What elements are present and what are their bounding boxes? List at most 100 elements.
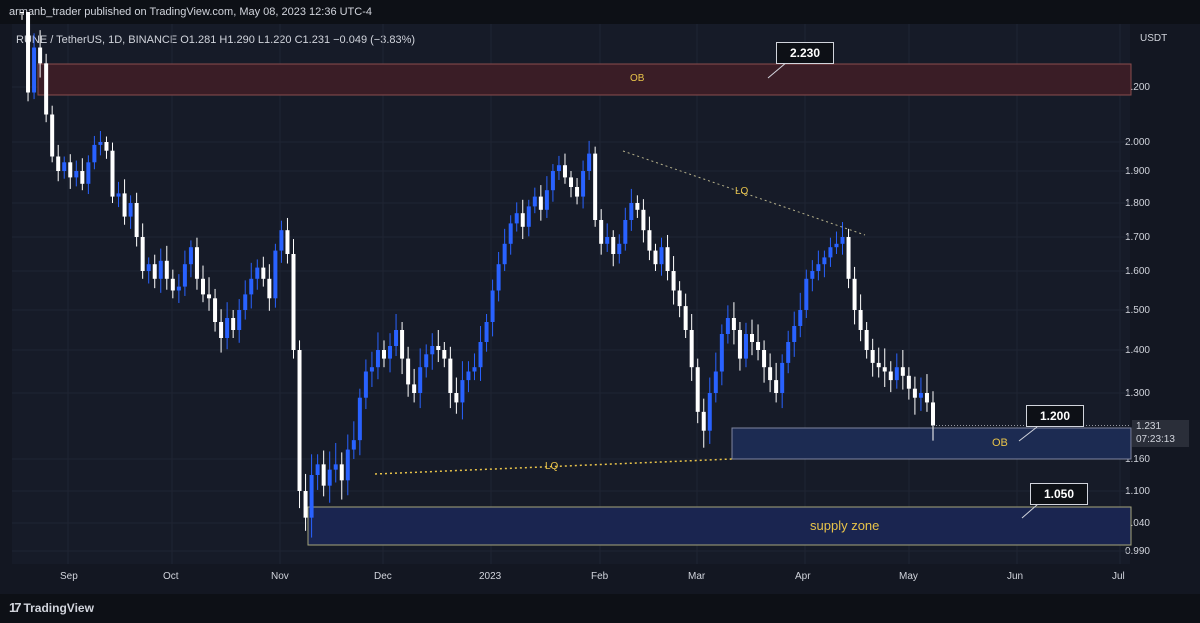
tradingview-icon: 17 xyxy=(9,600,22,615)
x-tick-label: Jul xyxy=(1112,571,1125,582)
candle-body xyxy=(231,318,236,330)
supply-zone xyxy=(307,506,1132,546)
tradingview-logo[interactable]: 17 TradingView xyxy=(9,600,94,615)
candle-body xyxy=(68,162,73,178)
callout-pointer xyxy=(767,61,788,79)
candle-body xyxy=(472,367,477,372)
x-tick-label: Jun xyxy=(1007,571,1024,582)
candle-body xyxy=(351,440,356,450)
callout-2230: 2.230 xyxy=(776,42,834,64)
chart-area[interactable] xyxy=(12,24,1130,564)
candle-body xyxy=(80,171,85,184)
candle-body xyxy=(170,278,175,291)
y-tick-label: 1.300 xyxy=(1124,388,1150,399)
candle-body xyxy=(454,393,459,403)
candle-body xyxy=(701,411,706,431)
candle-body xyxy=(86,162,91,184)
candle-body xyxy=(665,247,670,271)
candle-body xyxy=(490,290,495,322)
candle-body xyxy=(918,393,923,398)
y-tick-label: 1.160 xyxy=(1124,454,1150,465)
candle-body xyxy=(484,322,489,342)
candle-body xyxy=(671,271,676,291)
candle-body xyxy=(798,310,803,326)
candle-body xyxy=(502,243,507,265)
candle-body xyxy=(617,243,622,254)
candle-body xyxy=(882,367,887,372)
x-tick-label: Dec xyxy=(374,571,392,582)
candle-body xyxy=(737,330,742,359)
current-price-value: 1.231 xyxy=(1136,421,1162,432)
y-tick-label: 2.000 xyxy=(1124,137,1150,148)
candle-series xyxy=(20,12,1131,538)
ob-zone-bottom xyxy=(731,427,1132,460)
lq-label-top: LQ xyxy=(735,186,749,197)
candle-body xyxy=(213,298,218,322)
callout-1200: 1.200 xyxy=(1026,405,1084,427)
candle-body xyxy=(822,257,827,265)
y-tick-label: 1.100 xyxy=(1124,486,1150,497)
candle-body xyxy=(50,114,55,157)
lq-label-bottom: LQ xyxy=(545,461,559,472)
footer-bar xyxy=(0,594,1200,623)
candle-body xyxy=(496,264,501,291)
y-tick-label: 1.500 xyxy=(1124,305,1150,316)
candle-body xyxy=(858,310,863,330)
publish-info: armanb_trader published on TradingView.c… xyxy=(9,6,373,18)
candle-body xyxy=(400,330,405,359)
candle-body xyxy=(442,350,447,359)
candle-body xyxy=(478,342,483,368)
candle-body xyxy=(774,380,779,393)
candle-body xyxy=(629,203,634,220)
candle-body xyxy=(255,267,260,279)
candle-body xyxy=(792,326,797,342)
candle-body xyxy=(74,171,79,178)
candle-body xyxy=(448,358,453,393)
candle-body xyxy=(369,367,374,372)
candle-body xyxy=(816,264,821,271)
candle-body xyxy=(924,393,929,403)
candle-body xyxy=(363,371,368,398)
candle-body xyxy=(641,209,646,231)
candle-body xyxy=(931,402,935,426)
candle-body xyxy=(375,350,380,368)
candle-body xyxy=(327,469,332,486)
candle-body xyxy=(852,278,857,310)
y-tick-label: 1.700 xyxy=(1124,232,1150,243)
candle-body xyxy=(388,346,393,359)
candle-body xyxy=(599,220,604,244)
publish-header: armanb_trader published on TradingView.c… xyxy=(0,0,1200,24)
candle-body xyxy=(273,250,278,299)
candle-body xyxy=(810,271,815,279)
candle-body xyxy=(538,196,543,210)
candle-body xyxy=(653,250,658,265)
callout-1050: 1.050 xyxy=(1030,483,1088,505)
candle-body xyxy=(122,193,127,217)
candle-body xyxy=(750,334,755,342)
candle-body xyxy=(623,220,628,244)
candle-body xyxy=(436,346,441,350)
candle-body xyxy=(267,278,272,299)
callout-pointer xyxy=(1018,426,1038,442)
candle-body xyxy=(285,230,290,254)
candle-body xyxy=(38,47,43,64)
candle-body xyxy=(912,388,917,398)
candle-body xyxy=(520,213,525,227)
candle-body xyxy=(828,247,833,258)
candle-body xyxy=(194,247,199,279)
candle-body xyxy=(188,247,193,265)
candle-body xyxy=(291,254,296,350)
candle-body xyxy=(315,464,320,475)
candle-body xyxy=(581,171,586,197)
candle-body xyxy=(508,223,513,244)
candle-body xyxy=(647,230,652,251)
candle-body xyxy=(243,294,248,310)
candle-body xyxy=(237,310,242,330)
candle-body xyxy=(412,384,417,393)
candle-body xyxy=(556,165,561,171)
y-tick-label: 1.040 xyxy=(1124,518,1150,529)
candle-body xyxy=(587,153,592,171)
candle-body xyxy=(152,264,157,279)
candle-body xyxy=(297,350,302,491)
candle-body xyxy=(659,247,664,265)
